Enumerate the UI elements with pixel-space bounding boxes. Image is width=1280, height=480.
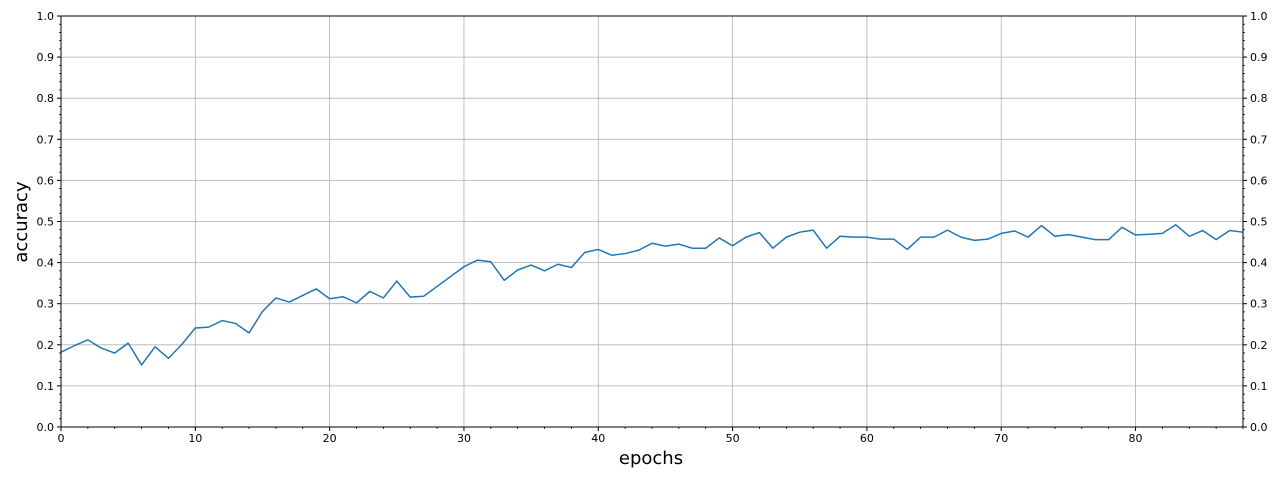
y-tick-label-right: 1.0 xyxy=(1250,10,1268,23)
y-tick-label-right: 0.1 xyxy=(1250,380,1268,393)
y-tick-label: 0.4 xyxy=(37,257,55,270)
y-tick-label: 0.3 xyxy=(37,298,55,311)
x-tick-label: 40 xyxy=(591,432,605,445)
x-tick-label: 60 xyxy=(860,432,874,445)
y-tick-label-right: 0.5 xyxy=(1250,216,1268,229)
x-tick-label: 50 xyxy=(726,432,740,445)
y-tick-label: 0.7 xyxy=(37,133,55,146)
x-tick-label: 10 xyxy=(188,432,202,445)
y-tick-label: 0.0 xyxy=(37,421,55,434)
y-tick-label: 0.6 xyxy=(37,174,55,187)
y-tick-label: 1.0 xyxy=(37,10,55,23)
x-tick-label: 20 xyxy=(323,432,337,445)
y-tick-label: 0.8 xyxy=(37,92,55,105)
y-tick-label-right: 0.2 xyxy=(1250,339,1268,352)
y-tick-label: 0.2 xyxy=(37,339,55,352)
y-tick-label-right: 0.8 xyxy=(1250,92,1268,105)
x-tick-label: 0 xyxy=(58,432,65,445)
series-group xyxy=(60,224,1244,366)
y-tick-label-right: 0.6 xyxy=(1250,174,1268,187)
x-tick-label: 80 xyxy=(1129,432,1143,445)
y-tick-label-right: 0.9 xyxy=(1250,51,1268,64)
x-axis-label: epochs xyxy=(619,448,683,469)
y-tick-label: 0.5 xyxy=(37,216,55,229)
x-tick-label: 30 xyxy=(457,432,471,445)
y-axis-label: accuracy xyxy=(11,181,32,263)
y-tick-label-right: 0.7 xyxy=(1250,133,1268,146)
series-line-0 xyxy=(60,224,1244,366)
x-tick-label: 70 xyxy=(994,432,1008,445)
y-tick-label: 0.1 xyxy=(37,380,55,393)
y-tick-label: 0.9 xyxy=(37,51,55,64)
axis-ticks: 0 10 20 30 40 50 60 70 80 0.0 0.0 0.1 0.1 0.2 0.2 0.3 0.… xyxy=(37,10,1268,445)
y-tick-label-right: 0.4 xyxy=(1250,257,1268,270)
y-tick-label-right: 0.0 xyxy=(1250,421,1268,434)
grid-lines xyxy=(60,15,1243,428)
y-tick-label-right: 0.3 xyxy=(1250,298,1268,311)
